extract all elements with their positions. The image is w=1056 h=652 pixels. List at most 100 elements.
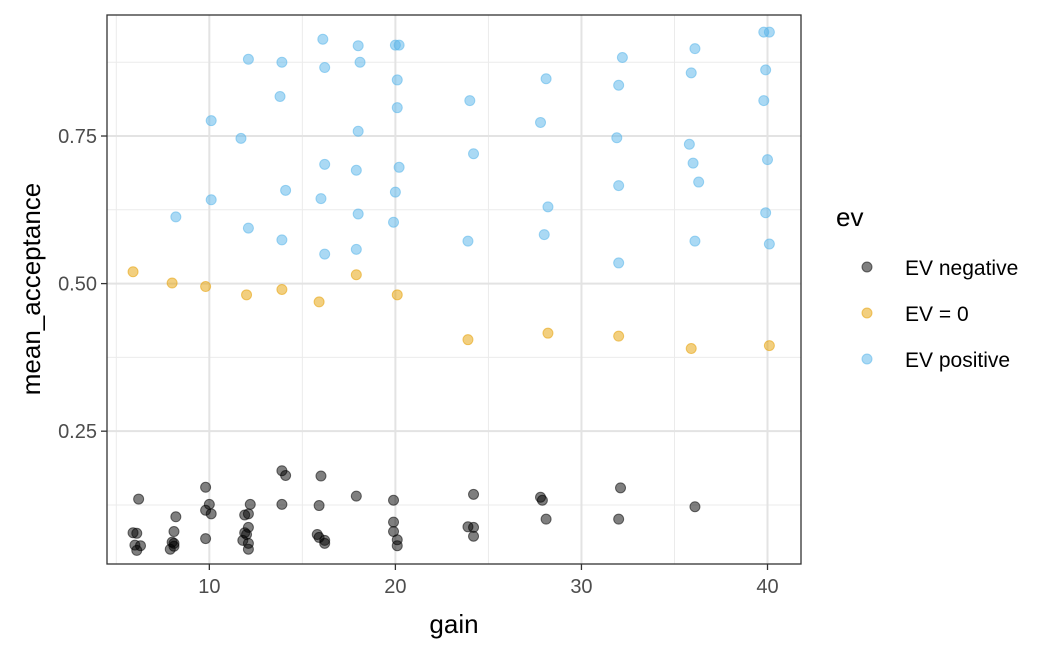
data-point bbox=[462, 235, 474, 247]
data-points bbox=[127, 26, 775, 556]
data-point bbox=[276, 234, 288, 246]
data-point bbox=[763, 238, 775, 250]
data-point bbox=[127, 266, 139, 278]
legend-title: ev bbox=[836, 202, 863, 232]
data-point bbox=[393, 39, 405, 51]
data-point bbox=[388, 516, 400, 528]
data-point bbox=[685, 67, 697, 79]
data-point bbox=[611, 132, 623, 144]
data-point bbox=[242, 53, 254, 65]
data-point bbox=[758, 95, 770, 107]
data-point bbox=[242, 543, 254, 555]
panel-background bbox=[107, 15, 801, 564]
data-point bbox=[241, 289, 253, 301]
data-point bbox=[276, 284, 288, 295]
data-point bbox=[391, 74, 403, 86]
legend-key bbox=[861, 261, 873, 273]
legend-label: EV = 0 bbox=[905, 303, 969, 326]
data-point bbox=[350, 164, 362, 176]
data-point bbox=[131, 527, 143, 539]
data-point bbox=[205, 115, 217, 127]
data-point bbox=[352, 208, 364, 220]
x-axis-title: gain bbox=[429, 609, 478, 639]
data-point bbox=[689, 43, 701, 55]
data-point bbox=[536, 494, 548, 506]
data-point bbox=[203, 498, 215, 510]
data-point bbox=[280, 469, 292, 481]
data-point bbox=[685, 343, 697, 355]
data-point bbox=[391, 540, 403, 552]
data-point bbox=[693, 176, 705, 188]
x-tick-label: 30 bbox=[570, 576, 592, 598]
data-point bbox=[391, 289, 403, 301]
data-point bbox=[313, 296, 325, 308]
data-point bbox=[200, 281, 212, 293]
data-point bbox=[542, 201, 554, 213]
data-point bbox=[200, 533, 212, 545]
data-point bbox=[468, 148, 480, 160]
data-point bbox=[235, 132, 247, 144]
x-tick-label: 10 bbox=[198, 576, 220, 598]
data-point bbox=[468, 488, 480, 500]
data-point bbox=[613, 180, 625, 192]
legend-key bbox=[861, 353, 873, 365]
grid-minor bbox=[107, 15, 801, 564]
y-axis-title: mean_acceptance bbox=[16, 183, 46, 395]
data-point bbox=[350, 269, 362, 281]
data-point bbox=[280, 184, 292, 196]
data-point bbox=[388, 216, 400, 228]
data-point bbox=[131, 544, 143, 556]
panel-border bbox=[106, 14, 802, 565]
data-point bbox=[350, 243, 362, 255]
data-point bbox=[540, 513, 552, 525]
data-point bbox=[276, 498, 288, 510]
data-point bbox=[168, 540, 180, 552]
data-point bbox=[205, 194, 217, 206]
data-point bbox=[391, 102, 403, 114]
data-point bbox=[538, 229, 550, 241]
data-point bbox=[242, 222, 254, 234]
data-point bbox=[542, 327, 554, 339]
data-point bbox=[319, 537, 331, 549]
data-point bbox=[313, 500, 325, 512]
data-point bbox=[689, 501, 701, 513]
data-point bbox=[205, 508, 217, 520]
data-point bbox=[687, 157, 699, 169]
data-point bbox=[352, 125, 364, 137]
data-point bbox=[166, 277, 178, 289]
data-point bbox=[350, 490, 362, 502]
data-point bbox=[760, 64, 772, 76]
y-tick-label: 0.25 bbox=[58, 421, 97, 443]
data-point bbox=[462, 334, 474, 346]
x-tick-label: 20 bbox=[384, 576, 406, 598]
data-point bbox=[319, 62, 331, 74]
data-point bbox=[315, 470, 327, 482]
data-point bbox=[317, 33, 329, 45]
data-point bbox=[762, 154, 774, 166]
data-point bbox=[319, 158, 331, 170]
data-point bbox=[200, 481, 212, 493]
data-point bbox=[613, 257, 625, 269]
data-point bbox=[613, 513, 625, 525]
data-point bbox=[464, 95, 476, 107]
data-point bbox=[760, 207, 772, 219]
x-tick-label: 40 bbox=[756, 576, 778, 598]
data-point bbox=[763, 26, 775, 38]
data-point bbox=[613, 330, 625, 342]
data-point bbox=[468, 530, 480, 542]
data-point bbox=[683, 138, 695, 150]
legend: ev EV negative EV = 0 EV positive bbox=[836, 202, 1018, 372]
data-point bbox=[319, 248, 331, 260]
legend-key bbox=[861, 307, 873, 319]
data-point bbox=[763, 340, 775, 352]
data-point bbox=[170, 511, 182, 523]
data-point bbox=[354, 56, 366, 68]
y-tick-label: 0.50 bbox=[58, 274, 97, 296]
data-point bbox=[168, 526, 180, 538]
data-point bbox=[242, 508, 254, 520]
data-point bbox=[274, 90, 286, 102]
data-point bbox=[170, 211, 182, 223]
data-point bbox=[540, 73, 552, 85]
data-point bbox=[615, 482, 627, 494]
